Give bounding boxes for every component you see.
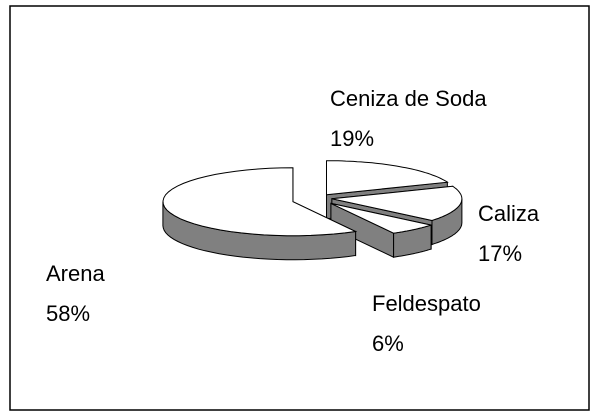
slice-value-label: 58% <box>46 301 90 326</box>
pie-slice <box>325 160 449 196</box>
slice-value-label: 17% <box>478 241 522 266</box>
pie-slice <box>330 202 432 234</box>
pie-slice <box>162 167 358 237</box>
slice-label: Arena <box>46 261 105 286</box>
pie-slice <box>331 185 463 222</box>
slice-label: Caliza <box>478 201 540 226</box>
slice-label: Ceniza de Soda <box>330 86 487 111</box>
slice-label: Feldespato <box>372 291 481 316</box>
slice-value-label: 6% <box>372 331 404 356</box>
slice-value-label: 19% <box>330 126 374 151</box>
